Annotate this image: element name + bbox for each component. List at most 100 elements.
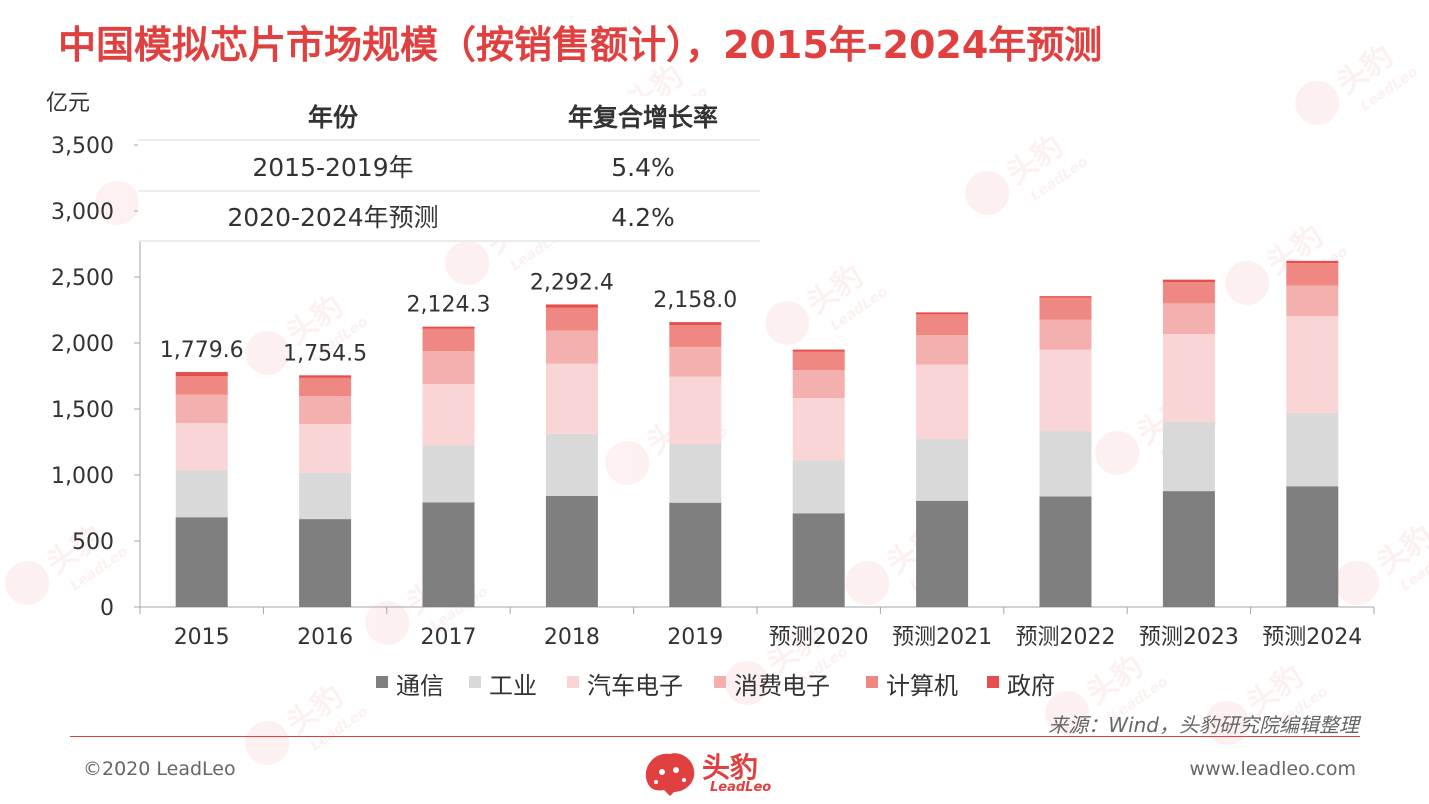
bar-segment <box>1039 431 1092 497</box>
y-tick-label: 3,500 <box>51 134 114 159</box>
legend-label: 计算机 <box>886 672 958 700</box>
bar-segment <box>1286 412 1339 487</box>
bar-segment <box>299 519 352 607</box>
bar-segment <box>422 328 475 352</box>
leadleo-logo[interactable]: 头豹 LeadLeo <box>640 744 790 800</box>
bar-segment <box>792 351 845 371</box>
watermark-leopard-icon <box>725 660 770 705</box>
bar-total-label: 2,124.3 <box>407 293 491 318</box>
y-tick-label: 1,000 <box>51 464 114 489</box>
x-tick-label: 2016 <box>297 625 353 650</box>
bar-segment <box>299 377 352 397</box>
legend-label: 汽车电子 <box>587 672 683 700</box>
watermark-leopard-icon <box>1225 260 1270 305</box>
y-tick-label: 1,500 <box>51 398 114 423</box>
legend-label: 消费电子 <box>734 672 830 700</box>
bar-segment <box>299 424 352 473</box>
website-link[interactable]: www.leadleo.com <box>1189 758 1356 780</box>
bar-segment <box>175 394 228 424</box>
bar-segment <box>1162 334 1215 422</box>
bar-segment <box>545 433 598 496</box>
watermark-leopard-icon <box>445 240 490 285</box>
x-tick-label: 预测2024 <box>1262 625 1362 650</box>
cagr-table-cell: 5.4% <box>611 153 675 182</box>
watermark-leopard-icon <box>1335 560 1380 605</box>
y-tick-label: 2,500 <box>51 266 114 291</box>
bar-segment <box>669 346 722 377</box>
cagr-table-cell: 2020-2024年预测 <box>227 203 438 232</box>
bar-segment <box>669 443 722 503</box>
bar-total-label: 2,292.4 <box>530 270 614 295</box>
logo-name: 头豹 <box>702 751 759 784</box>
x-tick-label: 预测2022 <box>1016 625 1116 650</box>
watermark-leopard-icon <box>845 560 890 605</box>
bar-segment <box>422 445 475 503</box>
bar-segment <box>669 502 722 607</box>
bar-segment <box>916 312 969 315</box>
y-tick-label: 0 <box>100 596 114 621</box>
bar-segment <box>299 396 352 425</box>
bar-segment <box>792 460 845 514</box>
watermark-leopard-icon <box>245 330 290 375</box>
legend-swatch <box>714 676 726 688</box>
bar-segment <box>916 500 969 607</box>
leopard-head-icon <box>645 753 695 796</box>
bar-segment <box>545 330 598 364</box>
watermark-leopard-icon <box>1095 430 1140 475</box>
bar-segment <box>1286 316 1339 413</box>
bar-segment <box>545 363 598 434</box>
bar-segment <box>175 372 228 376</box>
y-tick-label: 2,000 <box>51 332 114 357</box>
watermark-leopard-icon <box>95 180 140 225</box>
bar-segment <box>1162 421 1215 492</box>
bar-segment <box>545 495 598 607</box>
cagr-table-cell: 2015-2019年 <box>252 153 413 182</box>
legend-label: 政府 <box>1007 672 1055 700</box>
x-tick-label: 2017 <box>421 625 477 650</box>
legend-swatch <box>987 676 999 688</box>
bar-segment <box>299 472 352 520</box>
bar-segment <box>175 376 228 395</box>
bar-total-label: 1,779.6 <box>160 338 244 363</box>
bar-segment <box>916 438 969 501</box>
bar-segment <box>792 349 845 352</box>
watermark-leopard-icon <box>1045 690 1090 735</box>
bar-segment <box>1162 491 1215 607</box>
bar-segment <box>175 517 228 607</box>
watermark-leopard-icon <box>765 300 810 345</box>
bar-segment <box>1039 319 1092 350</box>
bar-segment <box>669 325 722 347</box>
watermark-leopard-icon <box>245 720 290 765</box>
copyright-text: ©2020 LeadLeo <box>83 758 236 780</box>
bar-segment <box>175 470 228 518</box>
page-title: 中国模拟芯片市场规模（按销售额计），2015年-2024年预测 <box>58 23 1103 67</box>
bar-total-label: 2,158.0 <box>653 288 737 313</box>
bar-segment <box>1039 296 1092 298</box>
source-note: 来源：Wind，头豹研究院编辑整理 <box>1048 713 1359 737</box>
legend-label: 通信 <box>396 672 444 700</box>
legend-swatch <box>469 676 481 688</box>
bar-segment <box>299 375 352 378</box>
bar-segment <box>1286 263 1339 286</box>
y-tick-label: 500 <box>72 530 114 555</box>
footer-divider <box>70 736 1360 737</box>
bar-segment <box>792 370 845 399</box>
logo-subtitle: LeadLeo <box>710 780 772 795</box>
bar-segment <box>1286 260 1339 264</box>
cagr-table-header: 年份 <box>308 103 358 132</box>
bar-segment <box>175 423 228 471</box>
legend-swatch <box>866 676 878 688</box>
bar-segment <box>1039 496 1092 607</box>
x-tick-label: 2018 <box>544 625 600 650</box>
cagr-table-header: 年复合增长率 <box>568 103 718 132</box>
bar-segment <box>422 326 475 329</box>
watermark-leopard-icon <box>605 440 650 485</box>
legend-swatch <box>376 676 388 688</box>
x-tick-label: 预测2021 <box>892 625 992 650</box>
watermark-leopard-icon <box>365 600 410 645</box>
